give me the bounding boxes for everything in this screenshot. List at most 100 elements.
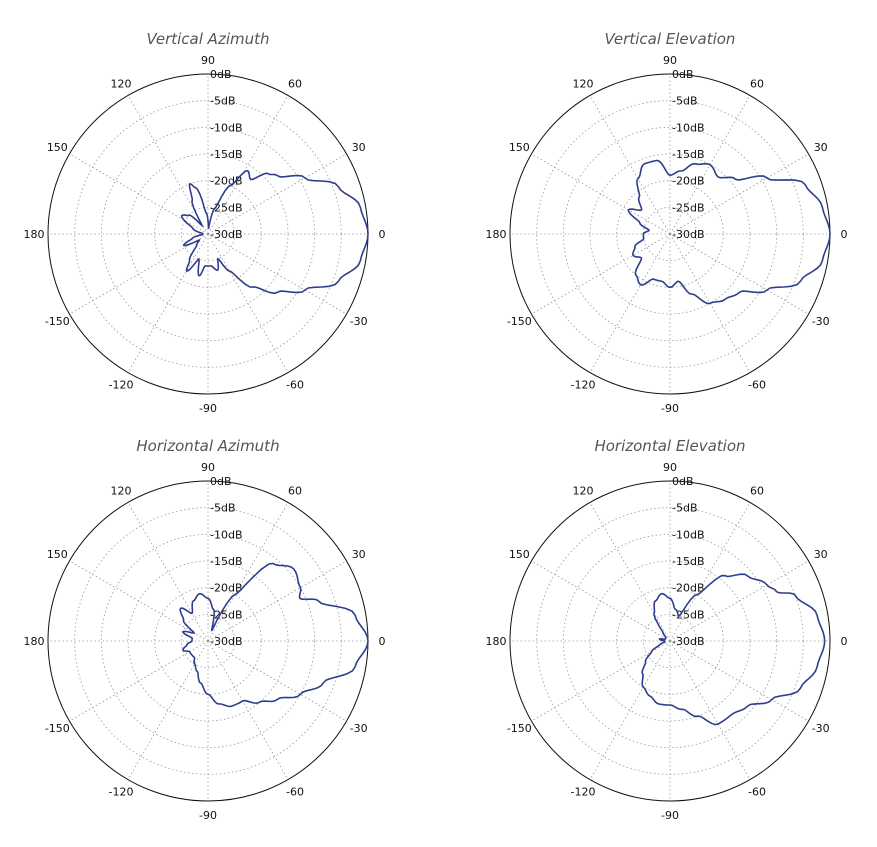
grid-spoke (589, 95, 671, 235)
angle-tick-label: 60 (288, 484, 302, 497)
angle-tick-label: 120 (111, 484, 132, 497)
chart-title: Vertical Azimuth (146, 30, 270, 48)
grid-spoke (127, 640, 209, 780)
pattern-curve (180, 169, 369, 295)
radial-tick-label: -10dB (210, 528, 243, 541)
angle-tick-label: 0 (841, 635, 848, 648)
grid-ring (100, 533, 316, 749)
radial-tick-label: -10dB (672, 121, 705, 134)
grid-ring (180, 613, 236, 669)
angle-tick-label: -150 (507, 722, 532, 735)
polar-chart-horizontal-azimuth: Horizontal Azimuth 90 60 30 0 -30 -60 -90 -120 -… (24, 435, 468, 845)
radial-tick-label: -10dB (210, 121, 243, 134)
grid-spoke (69, 560, 209, 642)
grid-spoke (207, 153, 347, 235)
angle-tick-label: 30 (352, 141, 366, 154)
angle-tick-label: 60 (750, 484, 764, 497)
angle-tick-label: 180 (486, 635, 507, 648)
angle-tick-label: 180 (486, 228, 507, 241)
angle-tick-label: -30 (812, 722, 830, 735)
radial-tick-label: -5dB (210, 502, 236, 515)
grid-spoke (127, 233, 209, 373)
radial-tick-label: -30dB (672, 228, 705, 241)
grid-spoke (69, 153, 209, 235)
angle-tick-label: 0 (379, 635, 386, 648)
angle-tick-label: 90 (663, 461, 677, 474)
angle-tick-label: -150 (45, 722, 70, 735)
pattern-curve (627, 159, 831, 305)
angle-tick-label: 90 (201, 54, 215, 67)
angle-tick-label: 150 (509, 141, 530, 154)
radial-tick-label: -30dB (210, 635, 243, 648)
grid-spoke (589, 640, 671, 780)
angle-tick-label: -120 (109, 786, 134, 799)
radial-tick-label: 0dB (210, 475, 232, 488)
grid-ring (642, 206, 698, 262)
polar-plot: 90 60 30 0 -30 -60 -90 -120 -150 180 150 120 0dB -5dB… (24, 54, 386, 415)
angle-tick-label: -30 (812, 315, 830, 328)
angle-tick-label: -90 (199, 809, 217, 822)
grid-ring (100, 126, 316, 342)
angle-tick-label: 150 (47, 548, 68, 561)
angle-tick-label: 120 (573, 77, 594, 90)
angle-tick-label: 180 (24, 635, 45, 648)
radial-tick-label: -5dB (672, 95, 698, 108)
radial-tick-label: -20dB (210, 175, 243, 188)
grid-spoke (669, 233, 809, 315)
angle-tick-label: -60 (748, 786, 766, 799)
angle-tick-label: -90 (199, 402, 217, 415)
radial-tick-label: -10dB (672, 528, 705, 541)
radial-tick-label: -25dB (672, 201, 705, 214)
grid-spoke (127, 95, 209, 235)
angle-tick-label: -30 (350, 722, 368, 735)
radial-tick-label: -30dB (672, 635, 705, 648)
angle-tick-label: -120 (571, 786, 596, 799)
grid-spoke (207, 233, 289, 373)
grid-ring (642, 613, 698, 669)
polar-plot: 90 60 30 0 -30 -60 -90 -120 -150 180 150 120 0dB -5dB… (486, 461, 848, 822)
grid-spoke (127, 502, 209, 642)
grid-spoke (207, 233, 347, 315)
angle-tick-label: 60 (750, 77, 764, 90)
radial-tick-label: -15dB (210, 555, 243, 568)
grid-spoke (589, 233, 671, 373)
grid-spoke (589, 502, 671, 642)
radial-tick-label: -5dB (210, 95, 236, 108)
angle-tick-label: 150 (47, 141, 68, 154)
angle-tick-label: 0 (841, 228, 848, 241)
radial-tick-label: 0dB (672, 68, 694, 81)
polar-plot: 90 60 30 0 -30 -60 -90 -120 -150 180 150 120 0dB -5dB… (486, 54, 848, 415)
radial-tick-label: -15dB (672, 148, 705, 161)
angle-tick-label: 30 (352, 548, 366, 561)
polar-chart-vertical-elevation: Vertical Elevation 90 60 30 0 -30 -60 -90 -120 -… (486, 28, 877, 438)
grid-spoke (669, 560, 809, 642)
grid-spoke (531, 153, 671, 235)
angle-tick-label: 150 (509, 548, 530, 561)
angle-tick-label: -150 (507, 315, 532, 328)
angle-tick-label: 120 (111, 77, 132, 90)
angle-tick-label: 30 (814, 548, 828, 561)
grid-spoke (207, 502, 289, 642)
grid-ring (180, 206, 236, 262)
grid-spoke (669, 640, 751, 780)
radial-tick-label: 0dB (672, 475, 694, 488)
angle-tick-label: -120 (109, 379, 134, 392)
radial-tick-label: -30dB (210, 228, 243, 241)
polar-chart-vertical-azimuth: Vertical Azimuth 90 60 30 0 -30 -60 -90 -120 -15… (24, 28, 468, 438)
radial-tick-label: -20dB (672, 582, 705, 595)
grid-spoke (207, 560, 347, 642)
radial-tick-label: -15dB (210, 148, 243, 161)
angle-tick-label: -60 (286, 379, 304, 392)
angle-tick-label: -60 (286, 786, 304, 799)
angle-tick-label: -150 (45, 315, 70, 328)
polar-plot: 90 60 30 0 -30 -60 -90 -120 -150 180 150 120 0dB -5dB… (24, 461, 386, 822)
radial-tick-label: -25dB (672, 608, 705, 621)
grid-spoke (207, 640, 347, 722)
chart-title: Horizontal Azimuth (136, 437, 280, 455)
grid-spoke (669, 640, 809, 722)
angle-tick-label: 90 (201, 461, 215, 474)
radial-tick-label: -20dB (210, 582, 243, 595)
angle-tick-label: -90 (661, 402, 679, 415)
angle-tick-label: 0 (379, 228, 386, 241)
radial-tick-label: -20dB (672, 175, 705, 188)
